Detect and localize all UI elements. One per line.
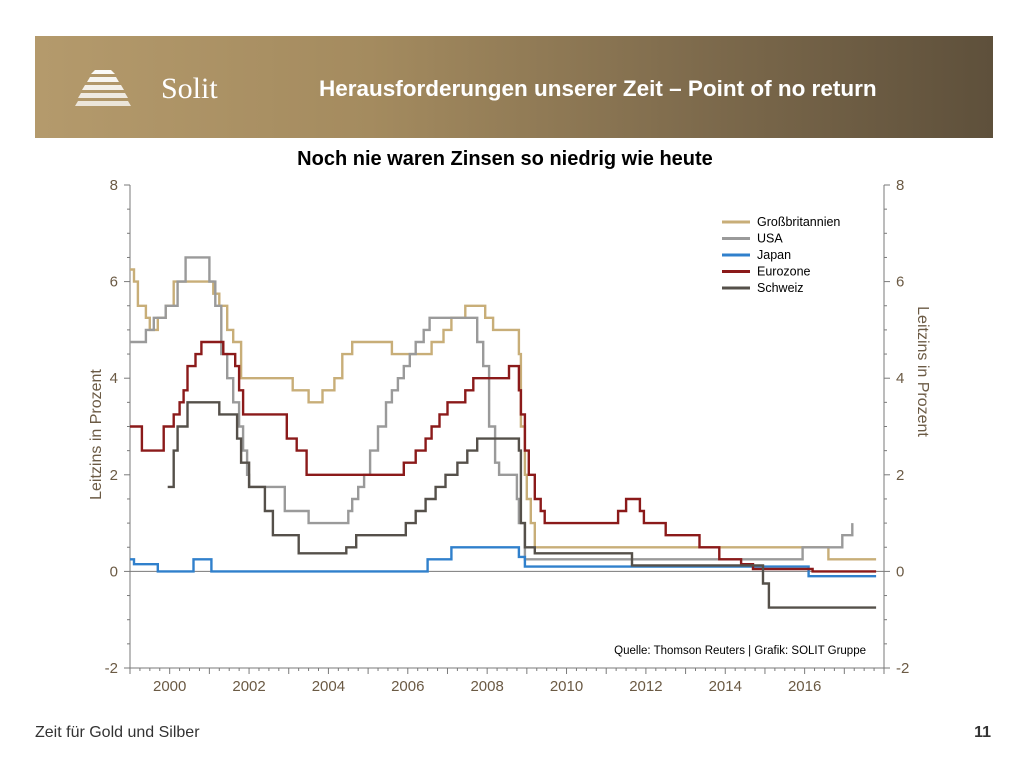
interest-rate-chart: -2 -2 0 0 2 2 4 4 6 6 8 8 2000 2002 2004 2006 2008 2010 20… [88,177,931,695]
footer-text: Zeit für Gold und Silber [35,724,200,741]
series-line-japan [130,546,877,578]
brand-name: Solit [161,72,218,105]
x-tick-label: 2000 [153,678,186,695]
x-tick-label: 2002 [232,678,265,695]
legend-entry: Großbritannien [757,215,840,229]
page-number: 11 [974,724,991,741]
y-tick-label-right: 0 [896,563,904,580]
x-tick-label: 2008 [470,678,503,695]
x-tick-label: 2006 [391,678,424,695]
x-tick-label: 2014 [709,678,742,695]
y-axis-label-left: Leitzins in Prozent [88,369,105,500]
chart-source-note: Quelle: Thomson Reuters | Grafik: SOLIT … [614,645,866,657]
y-tick-label-left: 0 [110,563,118,580]
y-tick-label-right: 8 [896,177,904,194]
series-line-schweiz [167,401,877,609]
y-tick-label-left: 8 [110,177,118,194]
page-title: Herausforderungen unserer Zeit – Point o… [319,76,877,101]
y-axis-label-right: Leitzins in Prozent [914,306,931,437]
y-tick-label-left: 4 [110,370,118,387]
solit-pyramid-logo-icon [75,70,131,106]
series-line-eurozone [130,340,877,573]
legend-entry: USA [757,232,783,246]
y-tick-label-right: 6 [896,274,904,291]
y-tick-label-left: 2 [110,467,118,484]
x-tick-label: 2016 [788,678,821,695]
header-banner: Solit Herausforderungen unserer Zeit – P… [35,36,993,138]
y-tick-label-right: 4 [896,370,904,387]
y-tick-label-right: 2 [896,467,904,484]
x-tick-label: 2010 [550,678,583,695]
x-tick-label: 2004 [312,678,345,695]
legend-entry: Schweiz [757,281,804,295]
x-tick-label: 2012 [629,678,662,695]
y-tick-label-left: 6 [110,274,118,291]
series-line-usa [130,256,854,561]
chart-title: Noch nie waren Zinsen so niedrig wie heu… [297,148,713,170]
y-tick-label-right: -2 [896,660,909,677]
y-tick-label-left: -2 [105,660,118,677]
legend-entry: Japan [757,248,791,262]
legend-entry: Eurozone [757,265,811,279]
